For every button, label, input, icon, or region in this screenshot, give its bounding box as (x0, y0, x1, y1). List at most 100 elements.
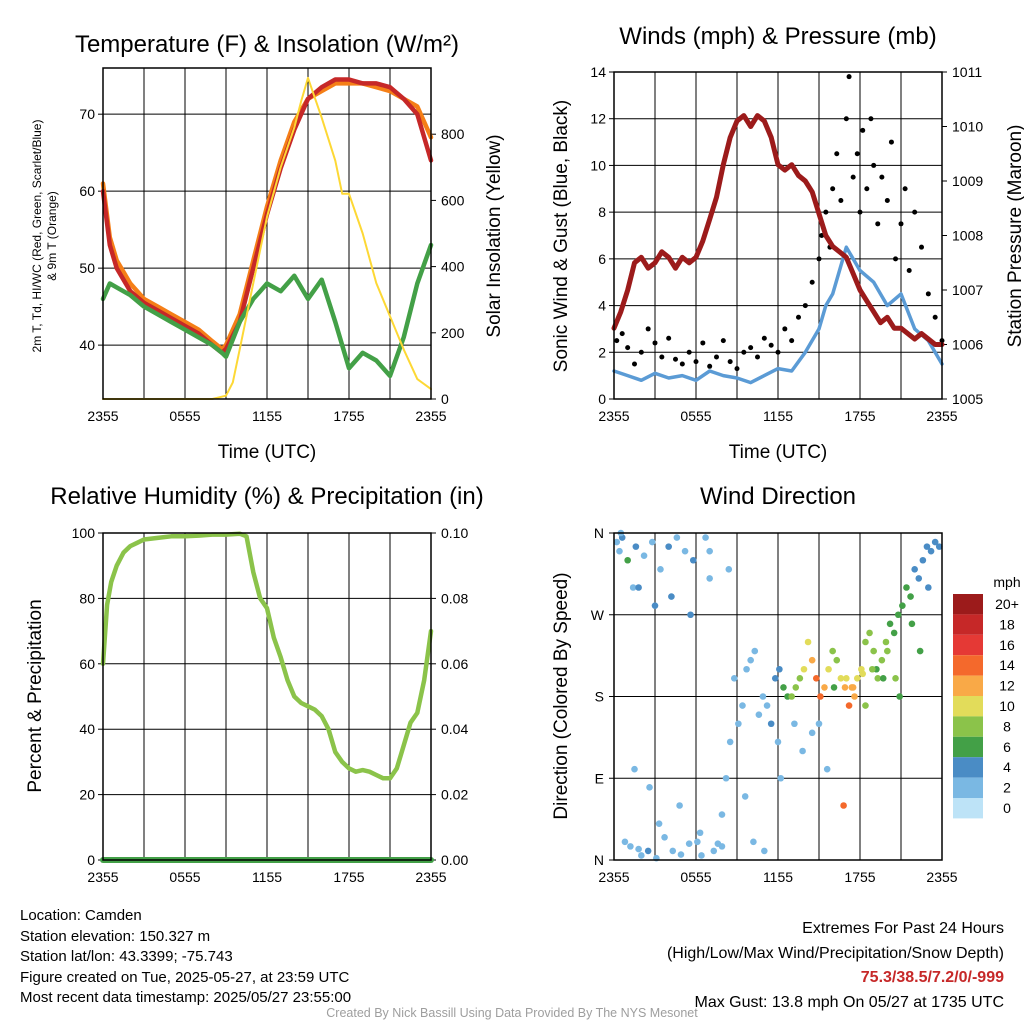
wind-speed-line (612, 245, 944, 385)
legend-swatch (953, 757, 983, 778)
direction-point (817, 693, 824, 700)
direction-point (869, 665, 876, 673)
direction-point (841, 684, 849, 691)
winds-panel: Winds (mph) & Pressure (mb) Time (UTC) S… (551, 23, 1024, 463)
direction-point (687, 611, 694, 619)
gust-point (932, 314, 938, 320)
direction-point (741, 793, 749, 800)
direction-point (665, 543, 672, 550)
direction-tick-label: N (594, 525, 604, 541)
gust-point (768, 342, 774, 348)
direction-point (882, 638, 890, 646)
gust-point (707, 363, 713, 369)
y-right-tick-label: 1006 (952, 337, 983, 353)
y-tick-label: 12 (590, 111, 606, 127)
direction-point (774, 738, 782, 746)
direction-point (640, 552, 648, 560)
gust-point (614, 338, 620, 344)
y-right-tick-label: 1010 (952, 119, 983, 135)
y-right-tick-label: 0.06 (441, 656, 468, 672)
direction-tick-label: N (594, 852, 604, 868)
gust-point (843, 116, 849, 122)
direction-point (808, 656, 816, 664)
temperature-x-label: Time (UTC) (218, 442, 317, 463)
direction-point (777, 774, 785, 782)
legend-swatch (953, 675, 983, 696)
gust-point (871, 162, 877, 168)
gust-point (659, 354, 665, 360)
legend-swatch (953, 696, 983, 717)
y-tick-label: 20 (79, 787, 95, 803)
legend-swatch (953, 614, 983, 635)
y-right-tick-label: 200 (441, 325, 465, 341)
direction-point (830, 684, 838, 691)
direction-point (751, 647, 759, 655)
x-tick-label: 1755 (844, 408, 875, 424)
gust-point (666, 335, 672, 341)
direction-point (866, 629, 873, 637)
y-tick-label: 0 (598, 391, 606, 407)
direction-point (771, 675, 779, 682)
legend-label: 8 (1003, 718, 1011, 734)
y-tick-label: 50 (79, 260, 95, 276)
humidity-panel: Relative Humidity (%) & Precipitation (i… (25, 483, 484, 885)
direction-point (899, 602, 906, 609)
direction-point (739, 702, 746, 709)
y-right-tick-label: 600 (441, 192, 465, 208)
direction-point (718, 843, 726, 850)
direction-point (725, 566, 733, 573)
direction-point (840, 802, 847, 809)
station-location: Location: Camden (20, 907, 142, 924)
gust-point (838, 197, 844, 203)
y-right-tick-label: 400 (441, 259, 465, 275)
winds-panel-title: Winds (mph) & Pressure (mb) (619, 23, 936, 50)
x-tick-label: 2355 (926, 408, 957, 424)
legend-swatch (953, 798, 983, 819)
gust-point (748, 345, 754, 351)
direction-point (935, 543, 943, 550)
extremes-subtitle: (High/Low/Max Wind/Precipitation/Snow De… (666, 944, 1004, 962)
direction-point (632, 543, 640, 550)
y-right-tick-label: 0.04 (441, 721, 468, 737)
humidity-plot: 2355 0555 1155 1755 23550204060801000.000.02… (72, 525, 469, 885)
direction-point (894, 611, 902, 619)
x-tick-label: 1155 (763, 408, 793, 424)
extremes-values: 75.3/38.5/7.2/0/-999 (860, 969, 1004, 986)
gust-point (645, 326, 651, 332)
direction-point (706, 547, 713, 555)
winds-plot: 2355 0555 1155 1755 235502468101214100510061… (590, 64, 983, 424)
y-tick-label: 80 (79, 590, 95, 606)
direction-point (780, 684, 787, 691)
humidity-panel-title: Relative Humidity (%) & Precipitation (i… (50, 483, 483, 510)
y-right-tick-label: 1005 (952, 391, 983, 407)
y-right-tick-label: 0.10 (441, 525, 468, 541)
gust-point (789, 338, 795, 344)
legend-swatch (953, 634, 983, 656)
legend-label: 14 (999, 657, 1015, 673)
legend-swatch (953, 736, 983, 758)
gust-point (879, 174, 885, 180)
footer-credit: Created By Nick Bassill Using Data Provi… (326, 1006, 698, 1020)
direction-point (730, 675, 738, 682)
y-right-tick-label: 0.00 (441, 852, 468, 868)
x-tick-label: 1155 (252, 408, 282, 424)
direction-point (853, 675, 861, 682)
direction-point (870, 647, 877, 655)
pressure-line (611, 113, 945, 347)
legend-label: 0 (1003, 800, 1011, 816)
gust-point (816, 256, 822, 262)
gust-point (638, 349, 644, 355)
direction-point (792, 684, 800, 691)
gust-point (846, 74, 852, 80)
gust-point (864, 186, 870, 192)
humidity-y-label: Percent & Precipitation (25, 599, 46, 792)
direction-tick-label: W (591, 607, 605, 623)
x-tick-label: 2355 (87, 869, 118, 885)
winds-y-right-label: Station Pressure (Maroon) (1005, 125, 1024, 348)
y-right-tick-label: 800 (441, 126, 465, 142)
direction-point (931, 538, 939, 546)
station-latlon: Station lat/lon: 43.3399; -75.743 (20, 948, 233, 965)
y-right-tick-label: 0.02 (441, 787, 468, 803)
gust-point (857, 209, 863, 215)
